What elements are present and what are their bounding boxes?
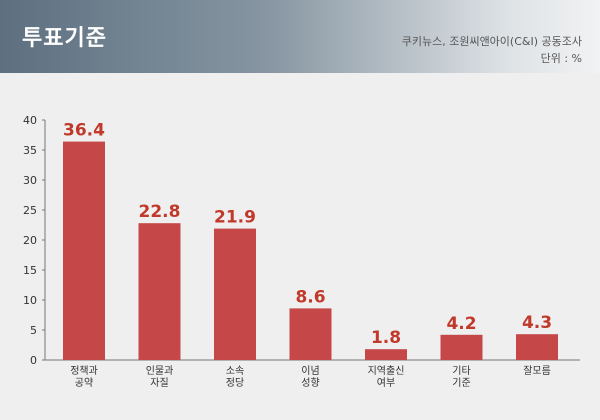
data-label: 36.4 xyxy=(63,121,105,141)
y-tick-label: 30 xyxy=(23,174,37,187)
y-tick-label: 0 xyxy=(30,354,37,367)
bar xyxy=(63,141,105,360)
bar xyxy=(289,308,332,360)
data-label: 22.8 xyxy=(139,202,181,222)
bar xyxy=(365,349,407,360)
data-label: 8.6 xyxy=(295,287,325,307)
category-label: 소속 xyxy=(226,365,244,377)
category-label: 자질 xyxy=(150,377,168,389)
category-label: 정책과 xyxy=(70,365,98,377)
chart-title: 투표기준 xyxy=(22,26,107,51)
category-label: 이념 xyxy=(301,365,319,377)
source-note: 쿠키뉴스, 조원씨앤아이(C&I) 공동조사 xyxy=(401,35,582,48)
data-label: 21.9 xyxy=(214,208,256,228)
category-label: 여부 xyxy=(377,377,395,389)
header-banner: 투표기준 쿠키뉴스, 조원씨앤아이(C&I) 공동조사 단위 : % xyxy=(0,0,600,73)
bar xyxy=(440,334,483,360)
category-label: 정당 xyxy=(226,377,244,389)
y-tick-label: 25 xyxy=(23,204,37,217)
category-label: 공약 xyxy=(75,377,93,389)
bar xyxy=(214,228,256,360)
category-label: 지역출신 xyxy=(368,365,405,377)
y-tick-label: 40 xyxy=(23,114,37,127)
category-label: 기타 xyxy=(452,365,470,377)
category-label: 잘모름 xyxy=(523,365,551,377)
data-label: 1.8 xyxy=(371,328,401,348)
y-tick-label: 5 xyxy=(30,324,37,337)
bar xyxy=(516,334,558,360)
category-label: 기준 xyxy=(452,377,470,389)
data-label: 4.2 xyxy=(446,314,476,334)
y-tick-label: 15 xyxy=(23,264,37,277)
y-tick-label: 20 xyxy=(23,234,37,247)
category-label: 성향 xyxy=(301,377,319,389)
category-label: 인물과 xyxy=(146,365,174,377)
y-tick-label: 35 xyxy=(23,144,37,157)
data-label: 4.3 xyxy=(522,313,552,333)
bar xyxy=(138,223,181,360)
y-tick-label: 10 xyxy=(23,294,37,307)
unit-note: 단위 : % xyxy=(540,52,582,65)
